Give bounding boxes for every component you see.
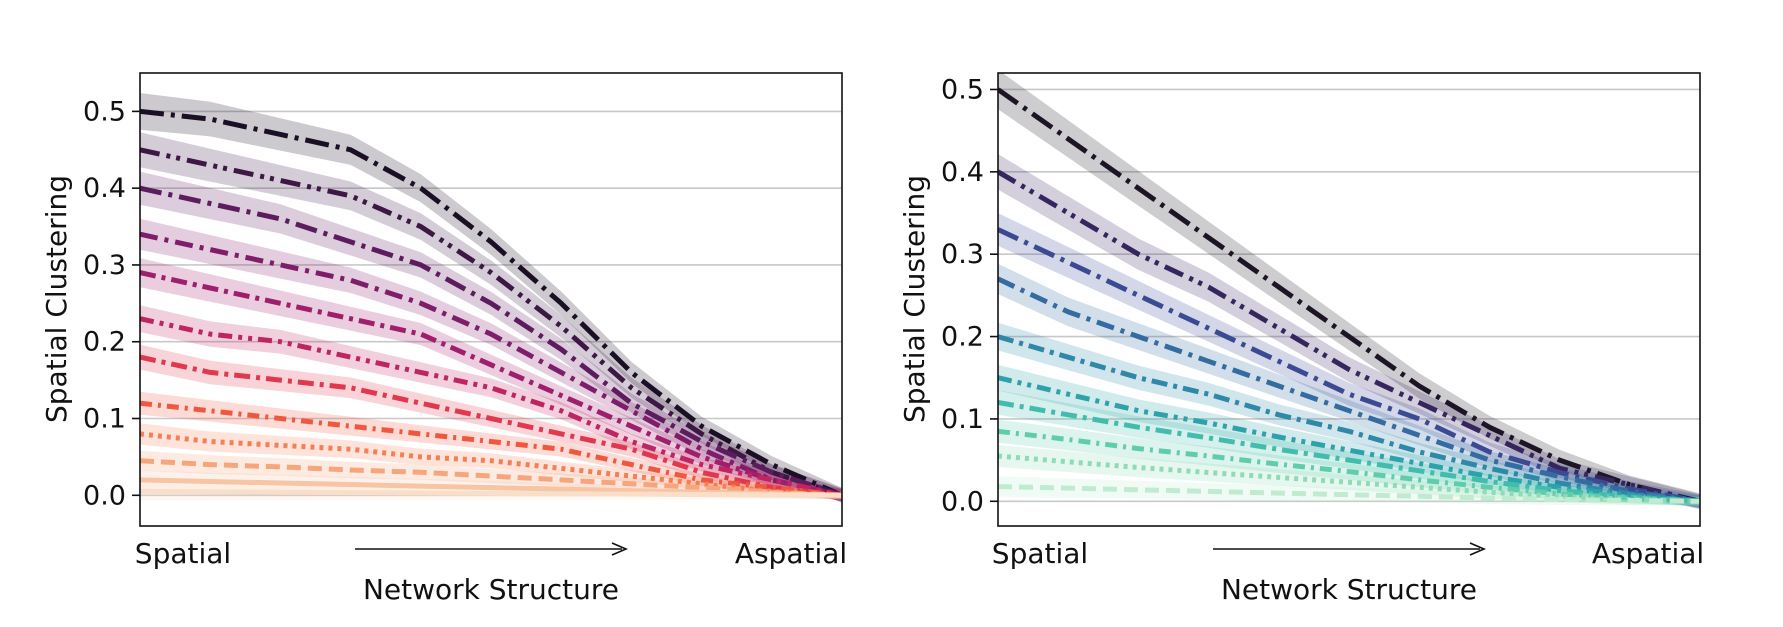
y-tick-label: 0.0 (941, 486, 984, 517)
series-line (140, 147, 842, 498)
series-line (140, 431, 842, 498)
y-tick-label: 0.5 (941, 74, 984, 105)
series-line (998, 276, 1700, 504)
series-line (998, 334, 1700, 504)
y-tick-label: 0.0 (83, 480, 126, 511)
right-x-axis-label: Network Structure (1221, 573, 1477, 606)
y-tick-label: 0.4 (941, 157, 984, 188)
y-tick-label: 0.1 (941, 404, 984, 435)
series-line (998, 428, 1700, 504)
right-x-arrow (1213, 542, 1487, 556)
left-x-axis-label: Network Structure (363, 573, 619, 606)
y-tick-label: 0.2 (941, 322, 984, 353)
left-chart: 0.0 0.1 0.2 0.3 0.4 0.5 Spatial Clustering Sp… (40, 72, 847, 606)
series-line (140, 488, 842, 498)
series-line (998, 375, 1700, 504)
right-x-end-label: Aspatial (1592, 537, 1704, 570)
y-tick-label: 0.3 (83, 250, 126, 281)
series-line (140, 316, 842, 498)
right-plot-frame (997, 72, 1701, 527)
series-line (140, 108, 842, 498)
series-band (140, 305, 842, 501)
y-tick-label: 0.2 (83, 327, 126, 358)
left-x-arrow (355, 542, 629, 556)
series-band (998, 445, 1700, 506)
series-line (140, 231, 842, 498)
left-series-lines (140, 108, 842, 498)
y-tick-label: 0.3 (941, 239, 984, 270)
series-line (998, 169, 1700, 504)
right-x-start-label: Spatial (992, 537, 1088, 570)
series-band (140, 132, 842, 503)
y-tick-label: 0.5 (83, 96, 126, 127)
series-line (998, 87, 1700, 504)
y-tick-label: 0.1 (83, 404, 126, 435)
series-line (998, 400, 1700, 504)
series-line (140, 458, 842, 498)
right-chart: 0.0 0.1 0.2 0.3 0.4 0.5 Spatial Clustering Sp… (898, 72, 1704, 606)
left-x-end-label: Aspatial (735, 537, 847, 570)
left-plot-frame (139, 72, 843, 527)
left-y-ticks: 0.0 0.1 0.2 0.3 0.4 0.5 (83, 96, 140, 511)
left-y-axis-label: Spatial Clustering (40, 175, 73, 423)
series-line (998, 227, 1700, 504)
series-line (140, 270, 842, 498)
right-grid (998, 88, 1700, 503)
series-band (140, 171, 842, 502)
series-band (998, 419, 1700, 506)
y-tick-label: 0.4 (83, 173, 126, 204)
left-x-start-label: Spatial (135, 537, 231, 570)
right-y-ticks: 0.0 0.1 0.2 0.3 0.4 0.5 (941, 74, 998, 517)
right-y-axis-label: Spatial Clustering (898, 175, 931, 423)
series-line (998, 484, 1700, 504)
series-line (998, 453, 1700, 504)
series-line (140, 185, 842, 498)
series-line (140, 400, 842, 498)
series-line (140, 354, 842, 498)
right-series-lines (998, 87, 1700, 504)
